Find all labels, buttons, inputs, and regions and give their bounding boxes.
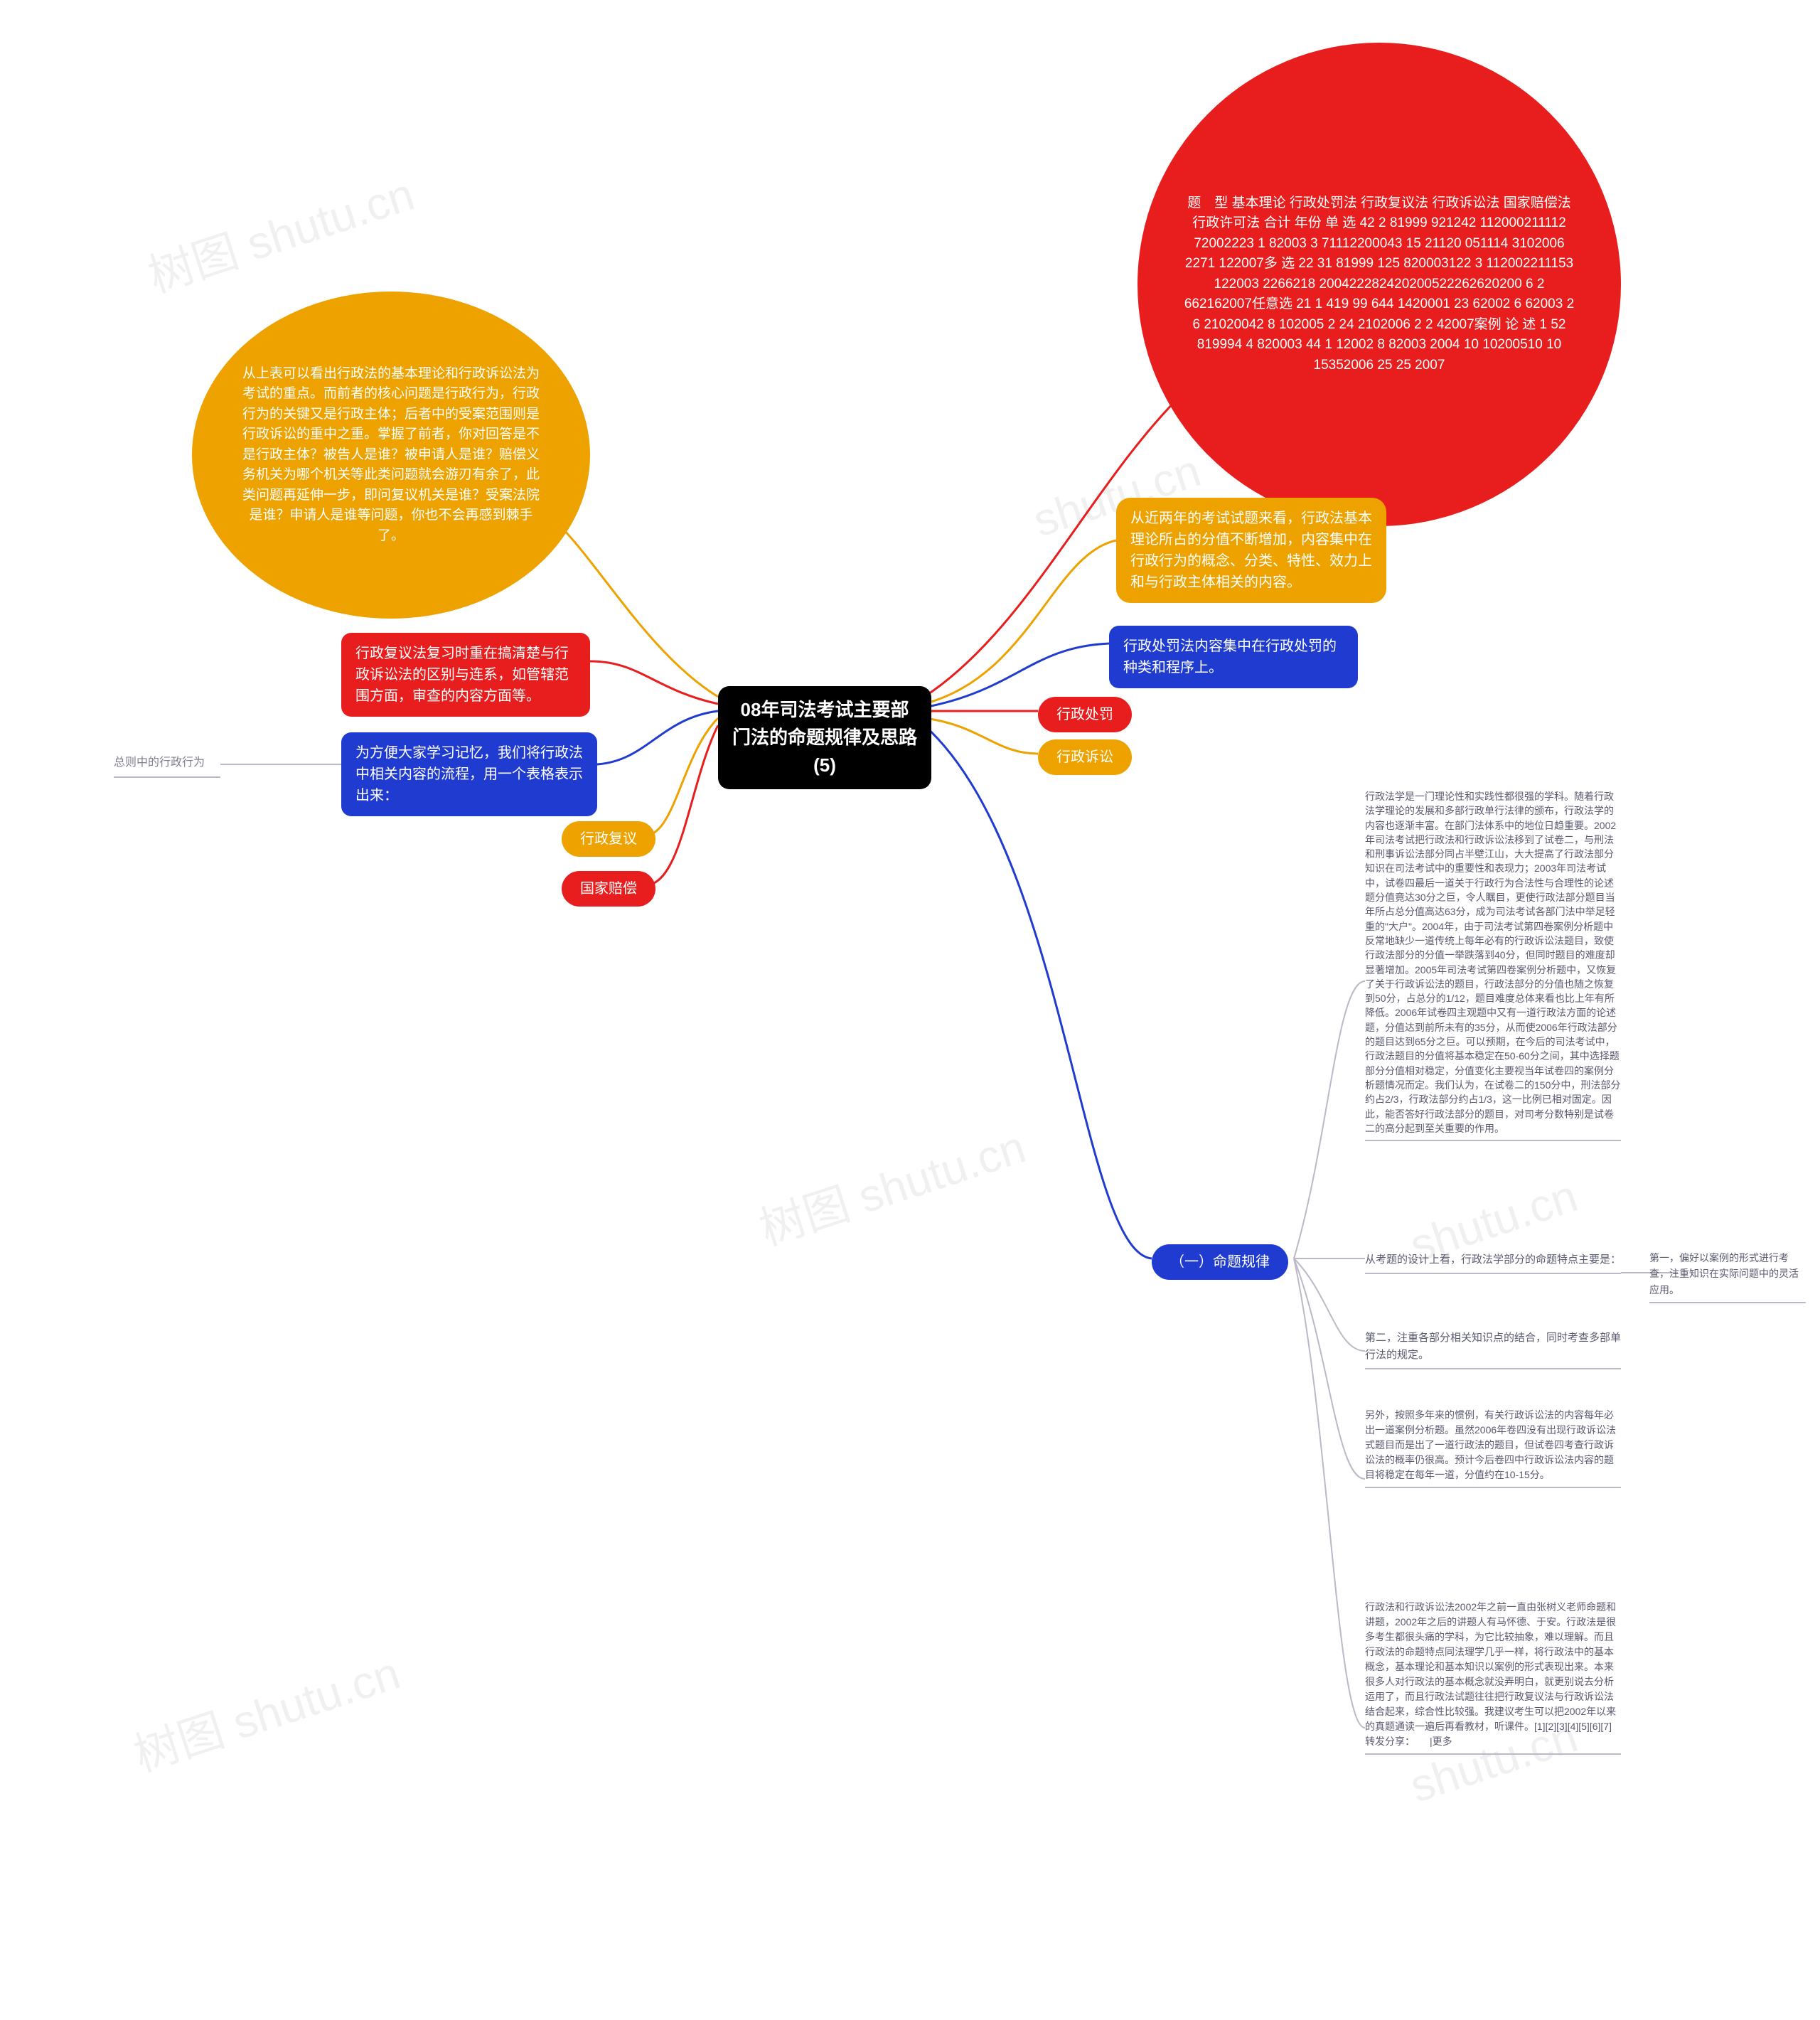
leaf-big1: 行政法学是一门理论性和实践性都很强的学科。随着行政法学理论的发展和多部行政单行法… [1365, 789, 1621, 1141]
watermark: 树图 shutu.cn [124, 1637, 407, 1784]
node-orange-topright: 从近两年的考试试题来看，行政法基本理论所占的分值不断增加，内容集中在行政行为的概… [1116, 498, 1386, 603]
leaf-big3: 第二，注重各部分相关知识点的结合，同时考查多部单行法的规定。 [1365, 1330, 1621, 1369]
node-big-orange-left: 从上表可以看出行政法的基本理论和行政诉讼法为考试的重点。而前者的核心问题是行政行… [192, 292, 590, 619]
node-text: 行政诉讼 [1056, 749, 1113, 765]
pill-mtgl: （一）命题规律 [1152, 1244, 1288, 1280]
node-red-left: 行政复议法复习时重在搞清楚与行政诉讼法的区别与连系，如管辖范围方面，审查的内容方… [341, 633, 590, 717]
leaf-gray-left: 总则中的行政行为 [114, 754, 220, 778]
node-text: 国家赔偿 [580, 881, 637, 897]
leaf-big5: 行政法和行政诉讼法2002年之前一直由张树义老师命题和讲题，2002年之后的讲题… [1365, 1600, 1621, 1755]
pill-xzcf: 行政处罚 [1038, 697, 1132, 732]
node-text: 行政复议法复习时重在搞清楚与行政诉讼法的区别与连系，如管辖范围方面，审查的内容方… [355, 646, 569, 704]
node-text: 题 型 基本理论 行政处罚法 行政复议法 行政诉讼法 国家赔偿法 行政许可法 合… [1180, 193, 1578, 376]
node-text: 行政复议 [580, 831, 637, 847]
leaf-big4: 另外，按照多年来的惯例，有关行政诉讼法的内容每年必出一道案例分析题。虽然2006… [1365, 1408, 1621, 1488]
pill-xzss: 行政诉讼 [1038, 739, 1132, 775]
node-blue-left: 为方便大家学习记忆，我们将行政法中相关内容的流程，用一个表格表示出来： [341, 732, 597, 816]
watermark: 树图 shutu.cn [139, 158, 421, 305]
node-text: 行政处罚法内容集中在行政处罚的种类和程序上。 [1123, 638, 1337, 675]
leaf-big2-sub: 第一，偏好以案例的形式进行考查，注重知识在实际问题中的灵活应用。 [1649, 1250, 1806, 1303]
leaf-big2: 从考题的设计上看，行政法学部分的命题特点主要是： [1365, 1251, 1621, 1274]
node-text: 为方便大家学习记忆，我们将行政法中相关内容的流程，用一个表格表示出来： [355, 745, 583, 803]
node-text: （一）命题规律 [1170, 1254, 1270, 1270]
node-text: 行政处罚 [1056, 707, 1113, 722]
node-big-red-top: 题 型 基本理论 行政处罚法 行政复议法 行政诉讼法 国家赔偿法 行政许可法 合… [1138, 43, 1621, 526]
watermark: 树图 shutu.cn [750, 1111, 1032, 1258]
pill-xzfy: 行政复议 [562, 821, 655, 857]
pill-gjpc: 国家赔偿 [562, 871, 655, 907]
center-node: 08年司法考试主要部门法的命题规律及思路(5) [718, 686, 931, 789]
node-text: 从近两年的考试试题来看，行政法基本理论所占的分值不断增加，内容集中在行政行为的概… [1130, 511, 1372, 590]
node-blue-right: 行政处罚法内容集中在行政处罚的种类和程序上。 [1109, 626, 1358, 688]
node-text: 从上表可以看出行政法的基本理论和行政诉讼法为考试的重点。而前者的核心问题是行政行… [242, 364, 540, 547]
